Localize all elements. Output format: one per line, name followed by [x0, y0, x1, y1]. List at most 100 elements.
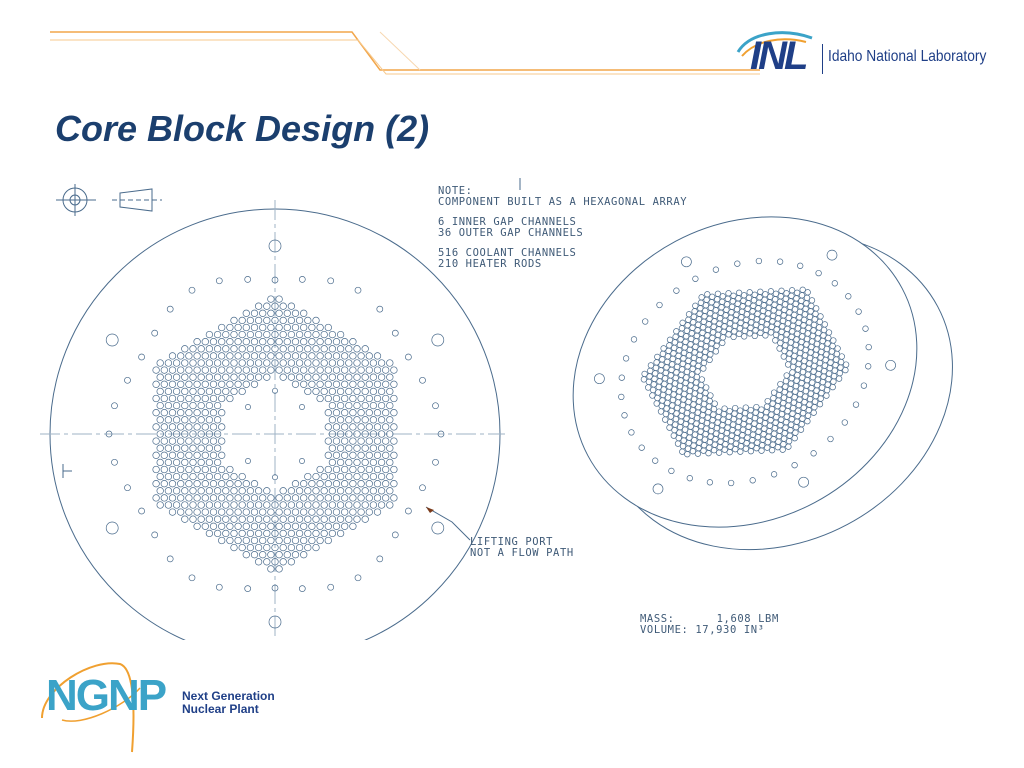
channel-hole — [295, 487, 304, 495]
channel-hole — [316, 536, 324, 545]
channel-hole — [213, 345, 222, 353]
iso-outer-gap-channel — [862, 325, 869, 332]
channel-hole — [386, 401, 394, 410]
channel-hole — [279, 529, 287, 538]
channel-hole — [218, 338, 226, 346]
channel-hole — [209, 437, 218, 445]
channel-hole — [361, 501, 369, 509]
iso-channel-hole — [689, 448, 697, 455]
channel-hole — [197, 387, 205, 396]
channel-hole — [328, 458, 337, 467]
channel-hole — [312, 345, 320, 353]
channel-hole — [353, 515, 361, 523]
channel-hole — [197, 373, 205, 381]
channel-hole — [226, 465, 234, 474]
channel-hole — [386, 472, 394, 481]
channel-hole — [279, 501, 287, 509]
channel-hole — [308, 522, 316, 530]
channel-hole — [152, 394, 160, 403]
outer-gap-channel — [111, 402, 118, 410]
outer-gap-channel — [111, 458, 118, 466]
channel-hole — [201, 409, 209, 417]
channel-hole — [308, 536, 316, 545]
channel-hole — [181, 430, 189, 438]
channel-hole — [218, 451, 226, 459]
channel-hole — [304, 387, 312, 396]
channel-hole — [209, 352, 218, 360]
channel-hole — [328, 416, 337, 424]
channel-hole — [328, 501, 337, 509]
channel-hole — [361, 373, 369, 381]
channel-hole — [168, 465, 177, 474]
channel-hole — [259, 309, 267, 317]
channel-hole — [283, 352, 291, 360]
channel-hole — [242, 366, 250, 374]
channel-hole — [250, 551, 259, 559]
iso-channel-hole — [774, 444, 781, 451]
channel-hole — [230, 543, 238, 552]
outer-gap-channel — [419, 484, 426, 492]
channel-hole — [254, 543, 263, 552]
channel-hole — [209, 522, 218, 530]
channel-hole — [353, 472, 361, 481]
channel-hole — [267, 565, 275, 573]
channel-hole — [316, 522, 324, 530]
channel-hole — [156, 444, 164, 452]
channel-hole — [279, 543, 287, 552]
iso-channel-hole — [742, 445, 750, 452]
channel-hole — [373, 465, 382, 474]
volume-line: VOLUME: 17,930 IN³ — [640, 625, 779, 636]
channel-hole — [234, 494, 242, 502]
channel-hole — [304, 543, 312, 552]
channel-hole — [361, 416, 369, 424]
iso-channel-hole — [776, 345, 783, 352]
channel-hole — [246, 345, 255, 353]
channel-hole — [361, 359, 369, 367]
channel-hole — [345, 430, 353, 438]
channel-hole — [254, 330, 263, 339]
channel-hole — [205, 345, 214, 353]
channel-hole — [332, 338, 341, 346]
channel-hole — [369, 359, 378, 367]
channel-hole — [185, 437, 193, 445]
iso-outer-gap-channel — [755, 257, 763, 265]
iso-outer-gap-channel — [686, 475, 693, 482]
channel-hole — [345, 487, 353, 495]
outer-gap-channel — [244, 276, 252, 283]
iso-lifting-port — [681, 256, 692, 268]
channel-hole — [267, 366, 275, 374]
channel-hole — [189, 472, 197, 481]
channel-hole — [345, 458, 353, 467]
channel-hole — [349, 437, 357, 445]
iso-channel-hole — [653, 400, 660, 407]
channel-hole — [209, 423, 218, 431]
channel-hole — [324, 451, 332, 459]
iso-outer-gap-channel — [797, 262, 804, 269]
outer-gap-channel — [354, 286, 362, 294]
iso-channel-hole — [649, 392, 656, 399]
channel-hole — [271, 330, 279, 339]
channel-hole — [234, 366, 242, 374]
channel-hole — [254, 529, 263, 538]
channel-hole — [164, 387, 173, 396]
channel-hole — [316, 508, 324, 516]
channel-hole — [341, 366, 349, 374]
channel-hole — [168, 423, 177, 431]
channel-hole — [341, 465, 349, 474]
channel-hole — [304, 487, 312, 495]
outer-gap-channel — [166, 555, 174, 563]
channel-hole — [267, 338, 275, 346]
channel-hole — [234, 508, 242, 516]
channel-hole — [312, 330, 320, 339]
iso-channel-hole — [715, 449, 723, 456]
iso-channel-hole — [816, 401, 824, 408]
channel-hole — [156, 373, 164, 381]
channel-hole — [259, 536, 267, 545]
channel-hole — [177, 451, 185, 459]
channel-hole — [377, 401, 386, 410]
channel-hole — [160, 480, 168, 488]
channel-hole — [353, 345, 361, 353]
channel-hole — [279, 345, 287, 353]
channel-hole — [336, 345, 345, 353]
channel-hole — [336, 387, 345, 396]
